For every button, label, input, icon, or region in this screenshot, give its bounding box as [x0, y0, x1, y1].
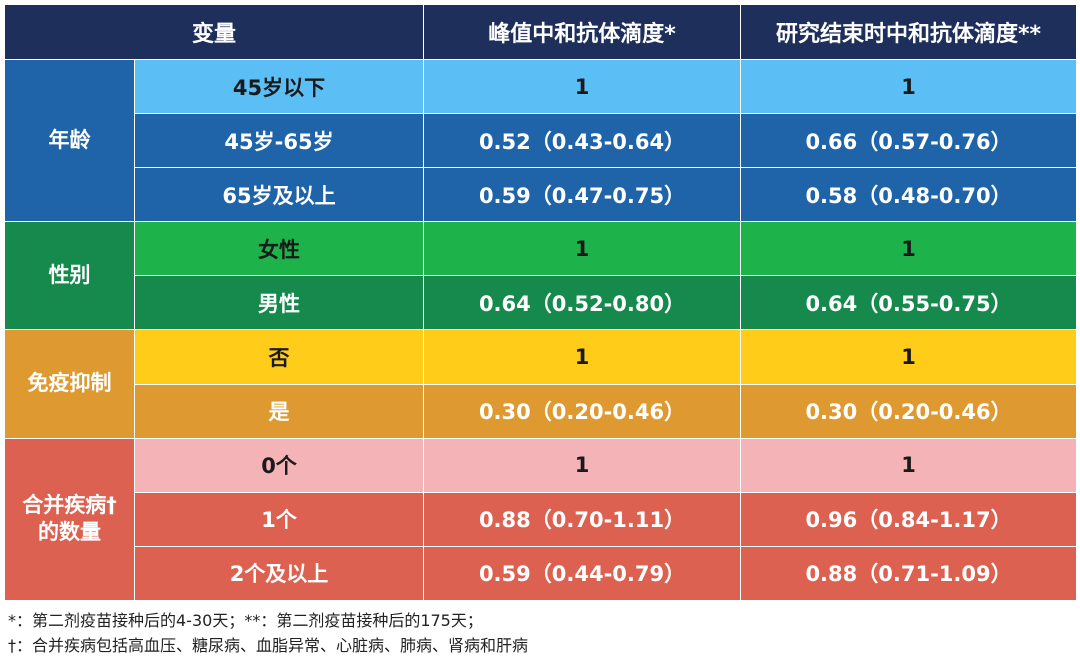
- row-label-cell: 是: [133, 383, 425, 439]
- end-titer-cell: 1: [740, 437, 1078, 493]
- row-label-cell: 女性: [133, 221, 425, 277]
- table-header-row: 变量 峰值中和抗体滴度* 研究结束时中和抗体滴度**: [3, 4, 1078, 60]
- row-label-cell: 45岁以下: [133, 58, 425, 115]
- row-label-cell: 否: [133, 329, 425, 385]
- table-row: 65岁及以上 0.59（0.47-0.75） 0.58（0.48-0.70）: [5, 167, 1078, 223]
- header-peak-titer: 峰值中和抗体滴度*: [423, 4, 742, 60]
- end-titer-cell: 1: [740, 329, 1078, 385]
- end-titer-cell: 0.64（0.55-0.75）: [740, 275, 1078, 331]
- peak-titer-cell: 1: [423, 437, 742, 493]
- row-label-cell: 1个: [133, 491, 425, 547]
- row-label-cell: 65岁及以上: [133, 167, 425, 223]
- table-body: 年龄 45岁以下 1 1 45岁-65岁 0.52（0.43-0.64） 0.66（0.57…: [4, 58, 1078, 602]
- table-row: 合并疾病† 的数量 0个 1 1: [4, 437, 1078, 602]
- footnote-comorbidities: †：合并疾病包括高血压、糖尿病、血脂异常、心脏病、肺病、肾病和肝病: [8, 636, 529, 655]
- category-cell: 年龄: [4, 58, 135, 223]
- row-label-cell: 0个: [133, 437, 425, 493]
- category-cell: 免疫抑制: [4, 329, 135, 439]
- row-label-cell: 2个及以上: [133, 545, 425, 602]
- peak-titer-cell: 0.59（0.44-0.79）: [423, 545, 742, 602]
- row-label-cell: 男性: [133, 275, 425, 331]
- peak-titer-cell: 1: [423, 221, 742, 277]
- table-row: 2个及以上 0.59（0.44-0.79） 0.88（0.71-1.09）: [5, 545, 1078, 602]
- table-row: 是 0.30（0.20-0.46） 0.30（0.20-0.46）: [5, 383, 1078, 439]
- table-row: 年龄 45岁以下 1 1: [4, 58, 1078, 223]
- footnote-timepoints: *：第二剂疫苗接种后的4-30天；**：第二剂疫苗接种后的175天；: [8, 611, 483, 630]
- table-row: 45岁-65岁 0.52（0.43-0.64） 0.66（0.57-0.76）: [5, 113, 1078, 169]
- header-variable: 变量: [3, 4, 425, 60]
- end-titer-cell: 0.66（0.57-0.76）: [740, 113, 1078, 169]
- end-titer-cell: 0.88（0.71-1.09）: [740, 545, 1078, 602]
- table-row: 免疫抑制否 1 1: [4, 329, 1078, 439]
- header-end-titer: 研究结束时中和抗体滴度**: [740, 4, 1078, 60]
- peak-titer-cell: 0.52（0.43-0.64）: [423, 113, 742, 169]
- antibody-titer-table: 变量 峰值中和抗体滴度* 研究结束时中和抗体滴度** 年龄 45岁以下 1 1 45岁-…: [3, 4, 1078, 602]
- peak-titer-cell: 0.59（0.47-0.75）: [423, 167, 742, 223]
- end-titer-cell: 0.96（0.84-1.17）: [740, 491, 1078, 547]
- end-titer-cell: 0.30（0.20-0.46）: [740, 383, 1078, 439]
- table-row: 性别 女性 1 1: [4, 221, 1078, 331]
- peak-titer-cell: 0.88（0.70-1.11）: [423, 491, 742, 547]
- end-titer-cell: 0.58（0.48-0.70）: [740, 167, 1078, 223]
- table-row: 1个 0.88（0.70-1.11） 0.96（0.84-1.17）: [5, 491, 1078, 547]
- end-titer-cell: 1: [740, 221, 1078, 277]
- peak-titer-cell: 1: [423, 58, 742, 115]
- peak-titer-cell: 0.30（0.20-0.46）: [423, 383, 742, 439]
- footnotes: *：第二剂疫苗接种后的4-30天；**：第二剂疫苗接种后的175天； †：合并疾…: [8, 608, 1072, 658]
- table-row: 男性 0.64（0.52-0.80） 0.64（0.55-0.75）: [5, 275, 1078, 331]
- peak-titer-cell: 0.64（0.52-0.80）: [423, 275, 742, 331]
- row-label-cell: 45岁-65岁: [133, 113, 425, 169]
- category-cell: 性别: [4, 221, 135, 331]
- end-titer-cell: 1: [740, 58, 1078, 115]
- peak-titer-cell: 1: [423, 329, 742, 385]
- category-cell: 合并疾病† 的数量: [4, 437, 135, 602]
